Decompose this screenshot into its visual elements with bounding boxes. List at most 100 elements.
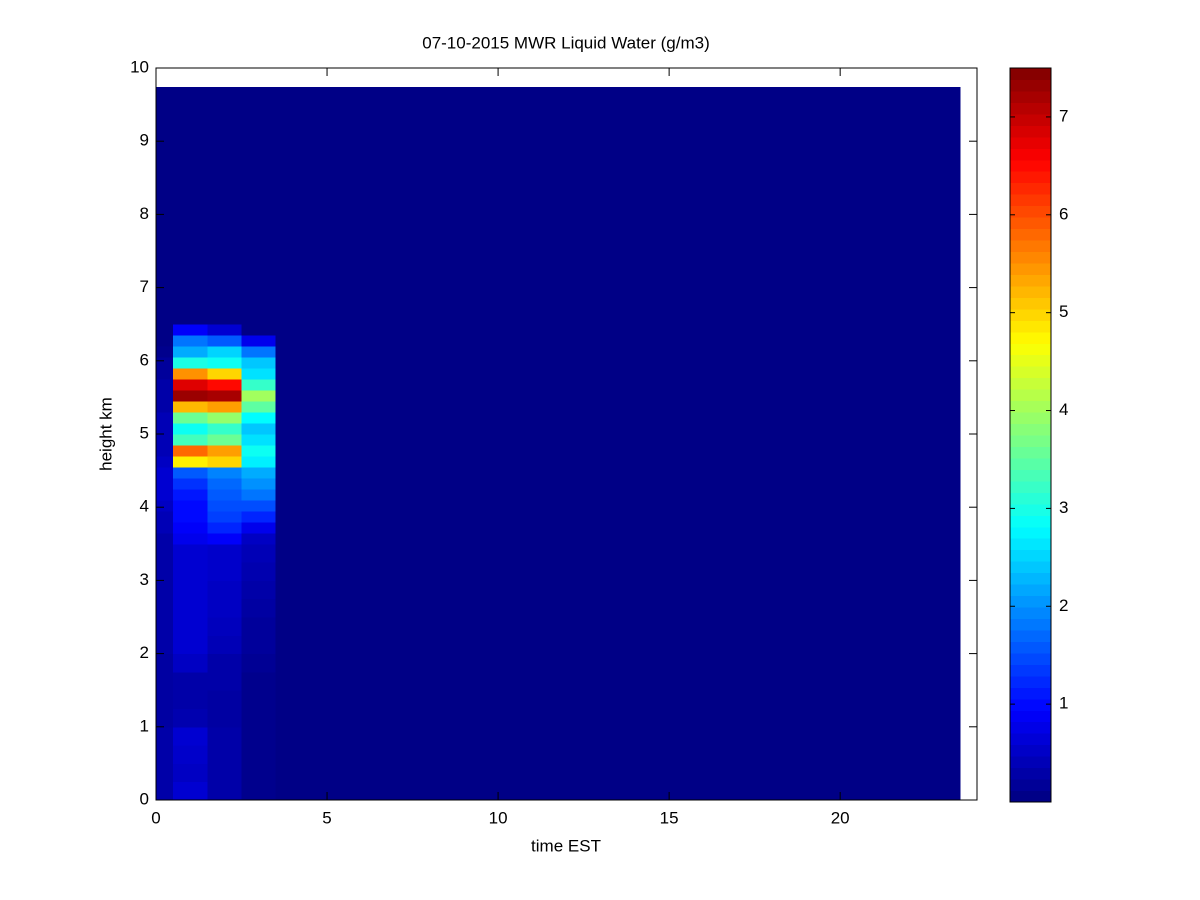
heatmap-cell	[241, 477, 277, 490]
colorbar-swatch	[1010, 377, 1051, 390]
colorbar-tick-label: 4	[1059, 400, 1068, 419]
heatmap-cell	[156, 745, 174, 764]
colorbar-tick-label: 7	[1059, 106, 1068, 125]
heatmap-cell	[156, 598, 174, 618]
heatmap-cell	[156, 543, 174, 563]
heatmap-cell	[173, 477, 208, 490]
heatmap-cell	[207, 562, 243, 581]
heatmap-cell	[275, 763, 961, 783]
x-axis-label: time EST	[531, 836, 601, 855]
heatmap-cell	[156, 653, 174, 673]
heatmap-cell	[241, 444, 277, 457]
heatmap-cell	[241, 745, 277, 764]
heatmap-cell	[173, 379, 208, 391]
heatmap-cell	[241, 532, 277, 545]
colorbar-swatch	[1010, 274, 1051, 287]
heatmap-cell	[241, 598, 277, 618]
colorbar-swatch	[1010, 607, 1051, 619]
heatmap-cell	[275, 390, 961, 402]
heatmap-cell	[156, 390, 174, 402]
heatmap-cell	[156, 444, 174, 457]
heatmap-cell	[173, 708, 208, 728]
colorbar-swatch	[1010, 435, 1051, 447]
heatmap-cell	[173, 532, 208, 545]
heatmap-cell	[156, 412, 174, 424]
heatmap-cell	[275, 532, 961, 545]
heatmap-cell	[275, 635, 961, 655]
colorbar-swatch	[1010, 572, 1051, 585]
heatmap-cell	[156, 708, 174, 728]
heatmap-cell	[241, 346, 277, 358]
heatmap-cell	[241, 423, 277, 435]
heatmap-cell	[275, 357, 961, 369]
heatmap-cell	[156, 87, 174, 325]
heatmap-cell	[156, 357, 174, 369]
chart-title: 07-10-2015 MWR Liquid Water (g/m3)	[422, 33, 710, 52]
heatmap-cell	[207, 357, 243, 369]
heatmap-cell	[207, 423, 243, 435]
colorbar-swatch	[1010, 68, 1051, 80]
heatmap-cell	[241, 412, 277, 424]
heatmap-cell	[156, 423, 174, 435]
heatmap-cell	[207, 346, 243, 358]
colorbar-swatch	[1010, 148, 1051, 161]
heatmap-cell	[156, 401, 174, 413]
heatmap-cell	[241, 543, 277, 563]
colorbar-tick-label: 3	[1059, 498, 1068, 517]
colorbar-swatch	[1010, 595, 1051, 608]
heatmap-cell	[156, 324, 174, 336]
heatmap-cell	[207, 580, 243, 600]
heatmap-cell	[173, 635, 208, 655]
colorbar-swatch	[1010, 262, 1051, 275]
heatmap-cell	[275, 324, 961, 336]
colorbar-swatch	[1010, 652, 1051, 665]
heatmap-cell	[241, 379, 277, 391]
heatmap-cell	[275, 781, 961, 801]
colorbar-swatch	[1010, 136, 1051, 149]
colorbar-swatch	[1010, 767, 1051, 780]
heatmap-cell	[275, 708, 961, 728]
heatmap-cell	[156, 521, 174, 534]
heatmap-cell	[241, 401, 277, 413]
heatmap-cell	[156, 335, 174, 347]
colorbar-swatch	[1010, 492, 1051, 505]
heatmap-cell	[275, 401, 961, 413]
heatmap-cell	[275, 521, 961, 534]
heatmap-cell	[173, 580, 208, 600]
heatmap-cell	[156, 510, 174, 523]
heatmap-cell	[156, 368, 174, 380]
colorbar-swatch	[1010, 756, 1051, 769]
y-tick-label: 6	[140, 350, 149, 369]
colorbar-swatch	[1010, 125, 1051, 138]
y-tick-label: 7	[140, 277, 149, 296]
heatmap-cell	[241, 87, 277, 325]
heatmap-cell	[207, 726, 243, 746]
heatmap-cell	[207, 444, 243, 457]
heatmap-cell	[156, 488, 174, 501]
heatmap-cell	[241, 781, 277, 801]
colorbar-swatch	[1010, 733, 1051, 746]
heatmap-cell	[241, 617, 277, 636]
heatmap-cell	[207, 708, 243, 728]
colorbar-swatch	[1010, 629, 1051, 642]
heatmap-cell	[241, 726, 277, 746]
heatmap-cell	[156, 532, 174, 545]
heatmap-cell	[207, 434, 243, 446]
colorbar-swatch	[1010, 297, 1051, 310]
heatmap-cell	[207, 635, 243, 655]
colorbar-swatch	[1010, 710, 1051, 723]
colorbar-swatch	[1010, 561, 1051, 574]
y-tick-label: 0	[140, 789, 149, 808]
heatmap-cell	[275, 726, 961, 746]
heatmap-cell	[207, 510, 243, 523]
colorbar-swatch	[1010, 790, 1051, 803]
heatmap-cell	[156, 781, 174, 801]
y-tick-label: 10	[130, 57, 149, 76]
heatmap-cell	[241, 521, 277, 534]
colorbar-swatch	[1010, 412, 1051, 425]
colorbar-swatch	[1010, 251, 1051, 264]
heatmap-cell	[241, 335, 277, 347]
colorbar-swatch	[1010, 698, 1051, 711]
heatmap-cell	[207, 488, 243, 501]
